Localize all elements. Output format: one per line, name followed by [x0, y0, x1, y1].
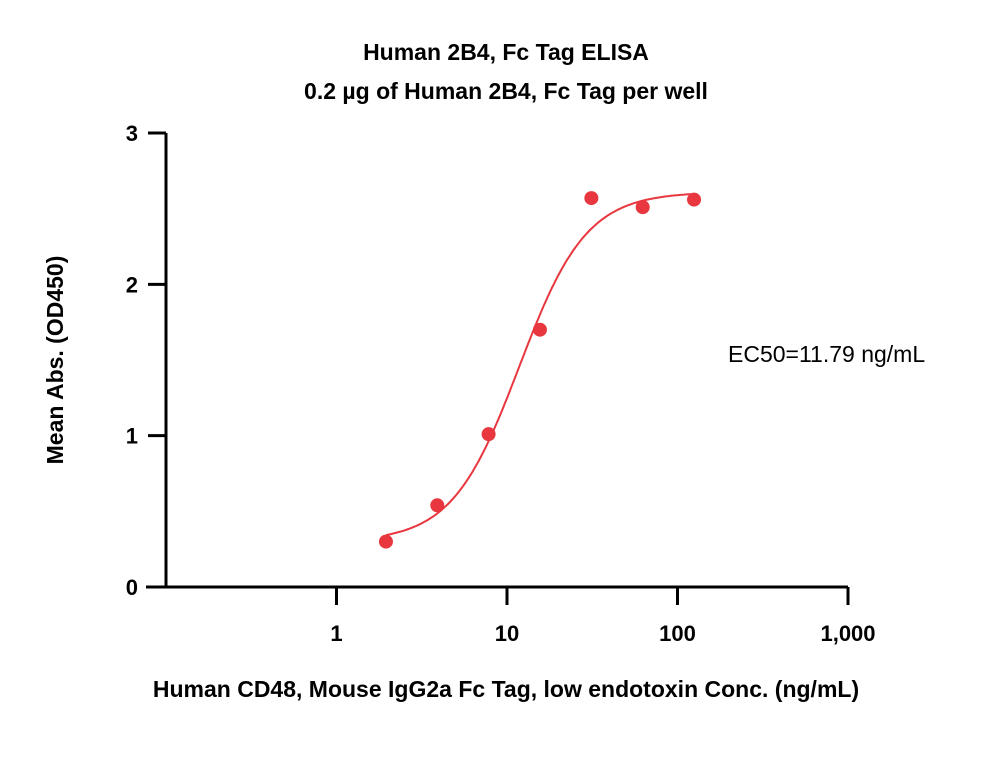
chart-title: Human 2B4, Fc Tag ELISA — [363, 39, 649, 65]
ec50-annotation: EC50=11.79 ng/mL — [728, 341, 925, 367]
data-point — [635, 200, 650, 215]
data-point — [378, 534, 393, 549]
y-tick-label: 3 — [126, 121, 138, 146]
data-point — [584, 191, 599, 206]
data-point — [430, 498, 445, 513]
chart-subtitle: 0.2 µg of Human 2B4, Fc Tag per well — [304, 78, 708, 104]
y-axis-label: Mean Abs. (OD450) — [42, 256, 68, 465]
x-axis-ticks: 1 10 100 1,000 — [330, 587, 876, 646]
x-tick-label: 1,000 — [820, 621, 875, 646]
data-point — [481, 427, 496, 442]
data-points — [378, 191, 702, 549]
y-tick-label: 0 — [126, 575, 138, 600]
x-tick-label: 1 — [330, 621, 342, 646]
data-point — [687, 192, 702, 207]
data-point — [532, 322, 547, 337]
x-axis-label: Human CD48, Mouse IgG2a Fc Tag, low endo… — [153, 676, 859, 702]
fit-curve — [385, 192, 695, 537]
y-tick-label: 2 — [126, 272, 138, 297]
y-axis-ticks: 0 1 2 3 — [126, 121, 166, 600]
x-tick-label: 100 — [659, 621, 696, 646]
x-tick-label: 10 — [495, 621, 519, 646]
y-tick-label: 1 — [126, 424, 138, 449]
